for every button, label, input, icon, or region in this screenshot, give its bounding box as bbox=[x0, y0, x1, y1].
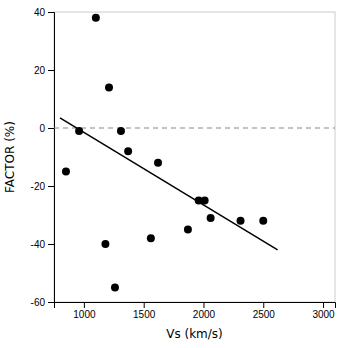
tick-label: 1000 bbox=[73, 309, 96, 320]
chart: 1000 1500 2000 2500 3000 -60 -40 -20 0 20 40 Vs (km… bbox=[0, 0, 353, 348]
y-axis: -60 -40 -20 0 20 40 bbox=[31, 7, 55, 308]
tick: 1000 bbox=[73, 302, 96, 320]
tick-mark bbox=[48, 70, 54, 71]
tick-label: -40 bbox=[31, 239, 46, 250]
plot: 1000 1500 2000 2500 3000 -60 -40 -20 0 20 40 bbox=[31, 7, 336, 320]
point bbox=[237, 217, 245, 225]
tick: 2000 bbox=[193, 302, 216, 320]
tick-label: 40 bbox=[34, 7, 46, 18]
axis-line bbox=[48, 13, 55, 303]
tick-label: -60 bbox=[31, 297, 46, 308]
tick: 20 bbox=[34, 65, 54, 76]
tick-label: 20 bbox=[34, 65, 46, 76]
tick-label: 2500 bbox=[253, 309, 276, 320]
tick-mark bbox=[48, 128, 54, 129]
tick-mark bbox=[48, 12, 54, 13]
tick-mark bbox=[144, 302, 145, 308]
tick: -60 bbox=[31, 297, 54, 308]
tick: -20 bbox=[31, 181, 54, 192]
marks bbox=[54, 14, 335, 292]
tick-label: 2000 bbox=[193, 309, 216, 320]
axis-line bbox=[55, 303, 336, 309]
x-axis-title: Vs (km/s) bbox=[166, 327, 223, 341]
point bbox=[207, 214, 215, 222]
point bbox=[92, 14, 100, 22]
point bbox=[117, 127, 125, 135]
point bbox=[184, 226, 192, 234]
point bbox=[124, 147, 132, 155]
tick-label: -20 bbox=[31, 181, 46, 192]
tick-mark bbox=[48, 186, 54, 187]
tick-mark bbox=[84, 302, 85, 308]
point bbox=[201, 197, 209, 205]
point bbox=[75, 127, 83, 135]
tick-mark bbox=[48, 244, 54, 245]
plot-frame bbox=[54, 12, 335, 302]
tick-label: 0 bbox=[39, 123, 45, 134]
point bbox=[154, 159, 162, 167]
point bbox=[147, 234, 155, 242]
point bbox=[111, 284, 119, 292]
point bbox=[259, 217, 267, 225]
tick-label: 3000 bbox=[312, 309, 335, 320]
trend-line bbox=[60, 118, 278, 250]
x-axis: 1000 1500 2000 2500 3000 bbox=[55, 302, 336, 320]
tick-label: 1500 bbox=[133, 309, 156, 320]
tick-mark bbox=[323, 302, 324, 308]
point bbox=[62, 168, 70, 176]
point bbox=[105, 83, 113, 91]
tick: 2500 bbox=[253, 302, 276, 320]
tick: 40 bbox=[34, 7, 54, 18]
reference-line bbox=[54, 128, 335, 129]
tick: 1500 bbox=[133, 302, 156, 320]
tick: 3000 bbox=[312, 302, 335, 320]
point bbox=[101, 240, 109, 248]
tick: 0 bbox=[39, 123, 54, 134]
tick-mark bbox=[263, 302, 264, 308]
y-axis-title: FACTOR (%) bbox=[3, 121, 17, 193]
tick: -40 bbox=[31, 239, 54, 250]
tick-mark bbox=[203, 302, 204, 308]
tick-mark bbox=[48, 302, 54, 303]
